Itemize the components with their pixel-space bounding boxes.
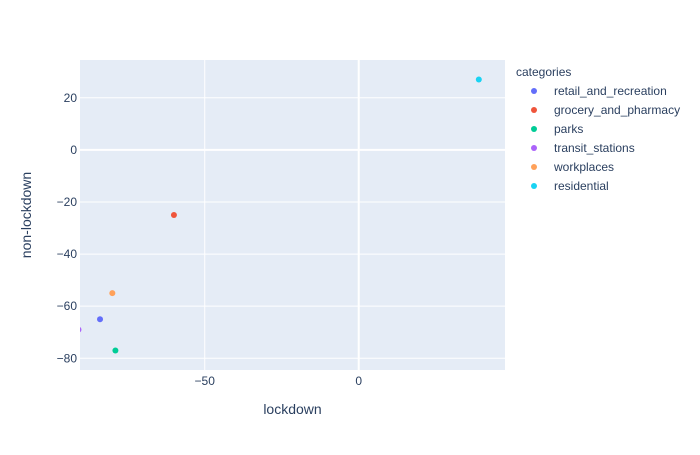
legend-item-parks[interactable]: parks — [531, 122, 583, 136]
legend: categories retail_and_recreation grocery_… — [516, 65, 680, 193]
y-tick-label: 0 — [70, 143, 77, 157]
x-tick-label: 0 — [355, 374, 362, 388]
data-point-grocery-and-pharmacy[interactable] — [170, 212, 177, 218]
y-tick-label: −20 — [57, 195, 78, 209]
legend-item-residential[interactable]: residential — [531, 179, 609, 193]
legend-label: residential — [554, 179, 609, 193]
legend-item-retail-and-recreation[interactable]: retail_and_recreation — [531, 84, 667, 98]
y-axis-title: non-lockdown — [18, 172, 34, 258]
data-points — [75, 76, 482, 354]
y-tick-label: −60 — [57, 299, 78, 313]
y-tick-labels: 20 0 −20 −40 −60 −80 — [57, 91, 78, 366]
plot-area — [80, 60, 505, 370]
legend-marker — [531, 145, 537, 151]
data-point-transit-stations[interactable] — [75, 327, 82, 333]
x-axis-title: lockdown — [263, 401, 321, 417]
legend-item-grocery-and-pharmacy[interactable]: grocery_and_pharmacy — [531, 103, 680, 117]
data-point-workplaces[interactable] — [109, 290, 116, 297]
legend-items: retail_and_recreation grocery_and_pharmac… — [531, 84, 680, 193]
legend-label: transit_stations — [554, 141, 635, 155]
legend-title: categories — [516, 65, 571, 79]
legend-marker — [531, 126, 537, 132]
legend-marker — [531, 164, 537, 170]
legend-item-workplaces[interactable]: workplaces — [531, 160, 614, 174]
data-point-parks[interactable] — [112, 347, 119, 354]
data-point-retail-and-recreation[interactable] — [97, 316, 104, 323]
legend-label: workplaces — [553, 160, 614, 174]
legend-marker — [531, 107, 537, 113]
y-tick-label: −40 — [57, 247, 78, 261]
y-tick-label: 20 — [64, 91, 78, 105]
y-tick-label: −80 — [57, 351, 78, 365]
legend-marker — [531, 88, 537, 94]
legend-label: parks — [554, 122, 583, 136]
legend-item-transit-stations[interactable]: transit_stations — [531, 141, 635, 155]
data-point-residential[interactable] — [475, 76, 482, 83]
legend-label: retail_and_recreation — [554, 84, 667, 98]
legend-marker — [531, 183, 537, 189]
x-tick-label: −50 — [195, 374, 216, 388]
grid-lines — [80, 60, 505, 370]
legend-label: grocery_and_pharmacy — [554, 103, 680, 117]
x-tick-labels: −50 0 — [195, 374, 363, 388]
